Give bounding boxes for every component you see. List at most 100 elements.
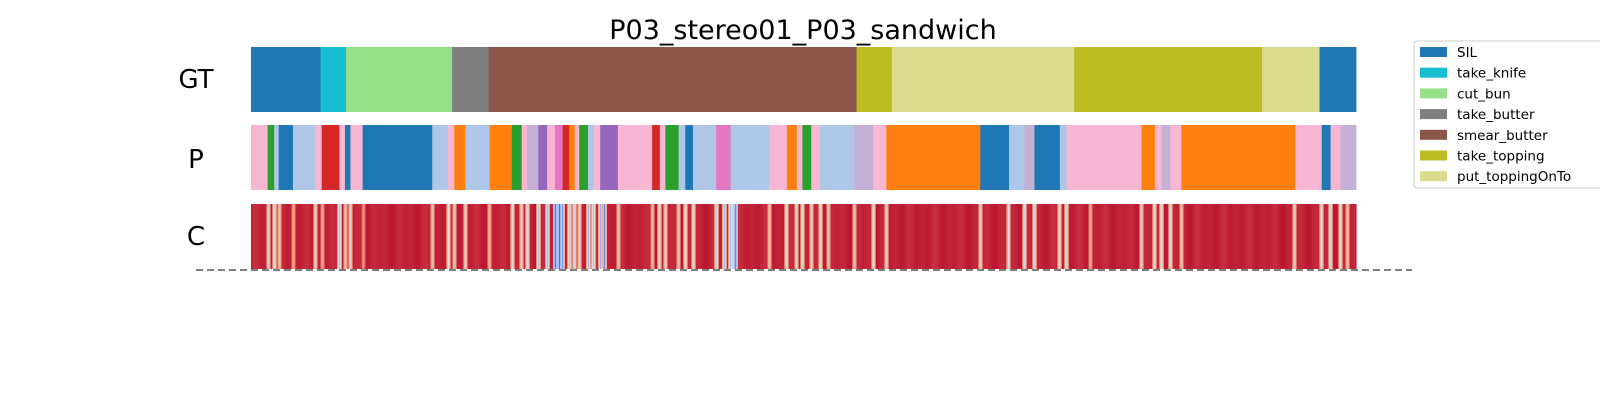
confidence-cell xyxy=(959,204,961,269)
confidence-cell xyxy=(459,204,461,269)
confidence-cell xyxy=(351,204,353,269)
confidence-cell xyxy=(1029,204,1031,269)
confidence-cell xyxy=(995,204,997,269)
confidence-cell xyxy=(623,204,625,269)
confidence-cell xyxy=(854,204,856,269)
row-label-c: C xyxy=(187,222,205,252)
confidence-cell xyxy=(1296,204,1298,269)
confidence-cell xyxy=(522,204,524,269)
confidence-cell xyxy=(550,204,552,269)
confidence-cell xyxy=(320,204,322,269)
confidence-cell xyxy=(1249,204,1251,269)
confidence-cell xyxy=(419,204,421,269)
confidence-cell xyxy=(495,204,497,269)
confidence-cell xyxy=(579,204,581,269)
confidence-cell xyxy=(693,204,695,269)
confidence-cell xyxy=(1230,204,1232,269)
confidence-cell xyxy=(948,204,950,269)
confidence-cell xyxy=(977,204,979,269)
confidence-cell xyxy=(295,204,297,269)
confidence-cell xyxy=(594,204,596,269)
confidence-cell xyxy=(1156,204,1158,269)
confidence-cell xyxy=(1215,204,1217,269)
confidence-cell xyxy=(707,204,709,269)
confidence-cell xyxy=(700,204,702,269)
confidence-cell xyxy=(422,204,424,269)
confidence-cell xyxy=(1320,204,1322,269)
confidence-cell xyxy=(1198,204,1200,269)
confidence-cell xyxy=(646,204,648,269)
confidence-cell xyxy=(1030,204,1032,269)
confidence-cell xyxy=(917,204,919,269)
confidence-cell xyxy=(625,204,627,269)
confidence-cell xyxy=(1149,204,1151,269)
confidence-cell xyxy=(856,204,858,269)
confidence-cell xyxy=(257,204,259,269)
confidence-cell xyxy=(701,204,703,269)
confidence-cell xyxy=(859,204,861,269)
prediction-segment-bar xyxy=(251,125,1357,190)
confidence-cell xyxy=(1023,204,1025,269)
confidence-cell xyxy=(529,204,531,269)
confidence-cell xyxy=(518,204,520,269)
confidence-cell xyxy=(1291,204,1293,269)
confidence-cell xyxy=(514,204,516,269)
confidence-cell xyxy=(1016,204,1018,269)
confidence-cell xyxy=(1274,204,1276,269)
confidence-cell xyxy=(703,204,705,269)
confidence-cell xyxy=(499,204,501,269)
confidence-cell xyxy=(1111,204,1113,269)
confidence-cell xyxy=(912,204,914,269)
row-label-p: P xyxy=(188,145,204,175)
confidence-cell xyxy=(1135,204,1137,269)
confidence-cell xyxy=(649,204,651,269)
confidence-cell xyxy=(656,204,658,269)
confidence-cell xyxy=(493,204,495,269)
confidence-cell xyxy=(404,204,406,269)
confidence-cell xyxy=(544,204,546,269)
confidence-cell xyxy=(1092,204,1094,269)
confidence-cell xyxy=(880,204,882,269)
confidence-cell xyxy=(637,204,639,269)
confidence-cell xyxy=(1162,204,1164,269)
confidence-cell xyxy=(470,204,472,269)
confidence-cell xyxy=(1038,204,1040,269)
confidence-cell xyxy=(502,204,504,269)
confidence-cell xyxy=(679,204,681,269)
confidence-cell xyxy=(371,204,373,269)
confidence-cell xyxy=(284,204,286,269)
gt-segment xyxy=(1074,47,1263,112)
confidence-cell xyxy=(554,204,556,269)
confidence-cell xyxy=(1140,204,1142,269)
confidence-cell xyxy=(526,204,528,269)
confidence-cell xyxy=(389,204,391,269)
confidence-cell xyxy=(1342,204,1344,269)
confidence-cell xyxy=(564,204,566,269)
confidence-cell xyxy=(1343,204,1345,269)
confidence-cell xyxy=(1010,204,1012,269)
confidence-cell xyxy=(896,204,898,269)
confidence-cell xyxy=(354,204,356,269)
confidence-cell xyxy=(887,204,889,269)
confidence-cell xyxy=(355,204,357,269)
confidence-cell xyxy=(648,204,650,269)
confidence-cell xyxy=(1027,204,1029,269)
confidence-cell xyxy=(1188,204,1190,269)
confidence-cell xyxy=(325,204,327,269)
confidence-cell xyxy=(409,204,411,269)
confidence-cell xyxy=(580,204,582,269)
confidence-cell xyxy=(1221,204,1223,269)
confidence-cell xyxy=(1015,204,1017,269)
gt-segment xyxy=(891,47,1075,112)
confidence-cell xyxy=(276,204,278,269)
confidence-cell xyxy=(524,204,526,269)
confidence-cell xyxy=(262,204,264,269)
confidence-cell xyxy=(1201,204,1203,269)
confidence-cell xyxy=(1183,204,1185,269)
confidence-cell xyxy=(1195,204,1197,269)
confidence-cell xyxy=(773,204,775,269)
confidence-cell xyxy=(1299,204,1301,269)
gt-segment xyxy=(488,47,857,112)
confidence-cell xyxy=(338,204,340,269)
confidence-cell xyxy=(1178,204,1180,269)
